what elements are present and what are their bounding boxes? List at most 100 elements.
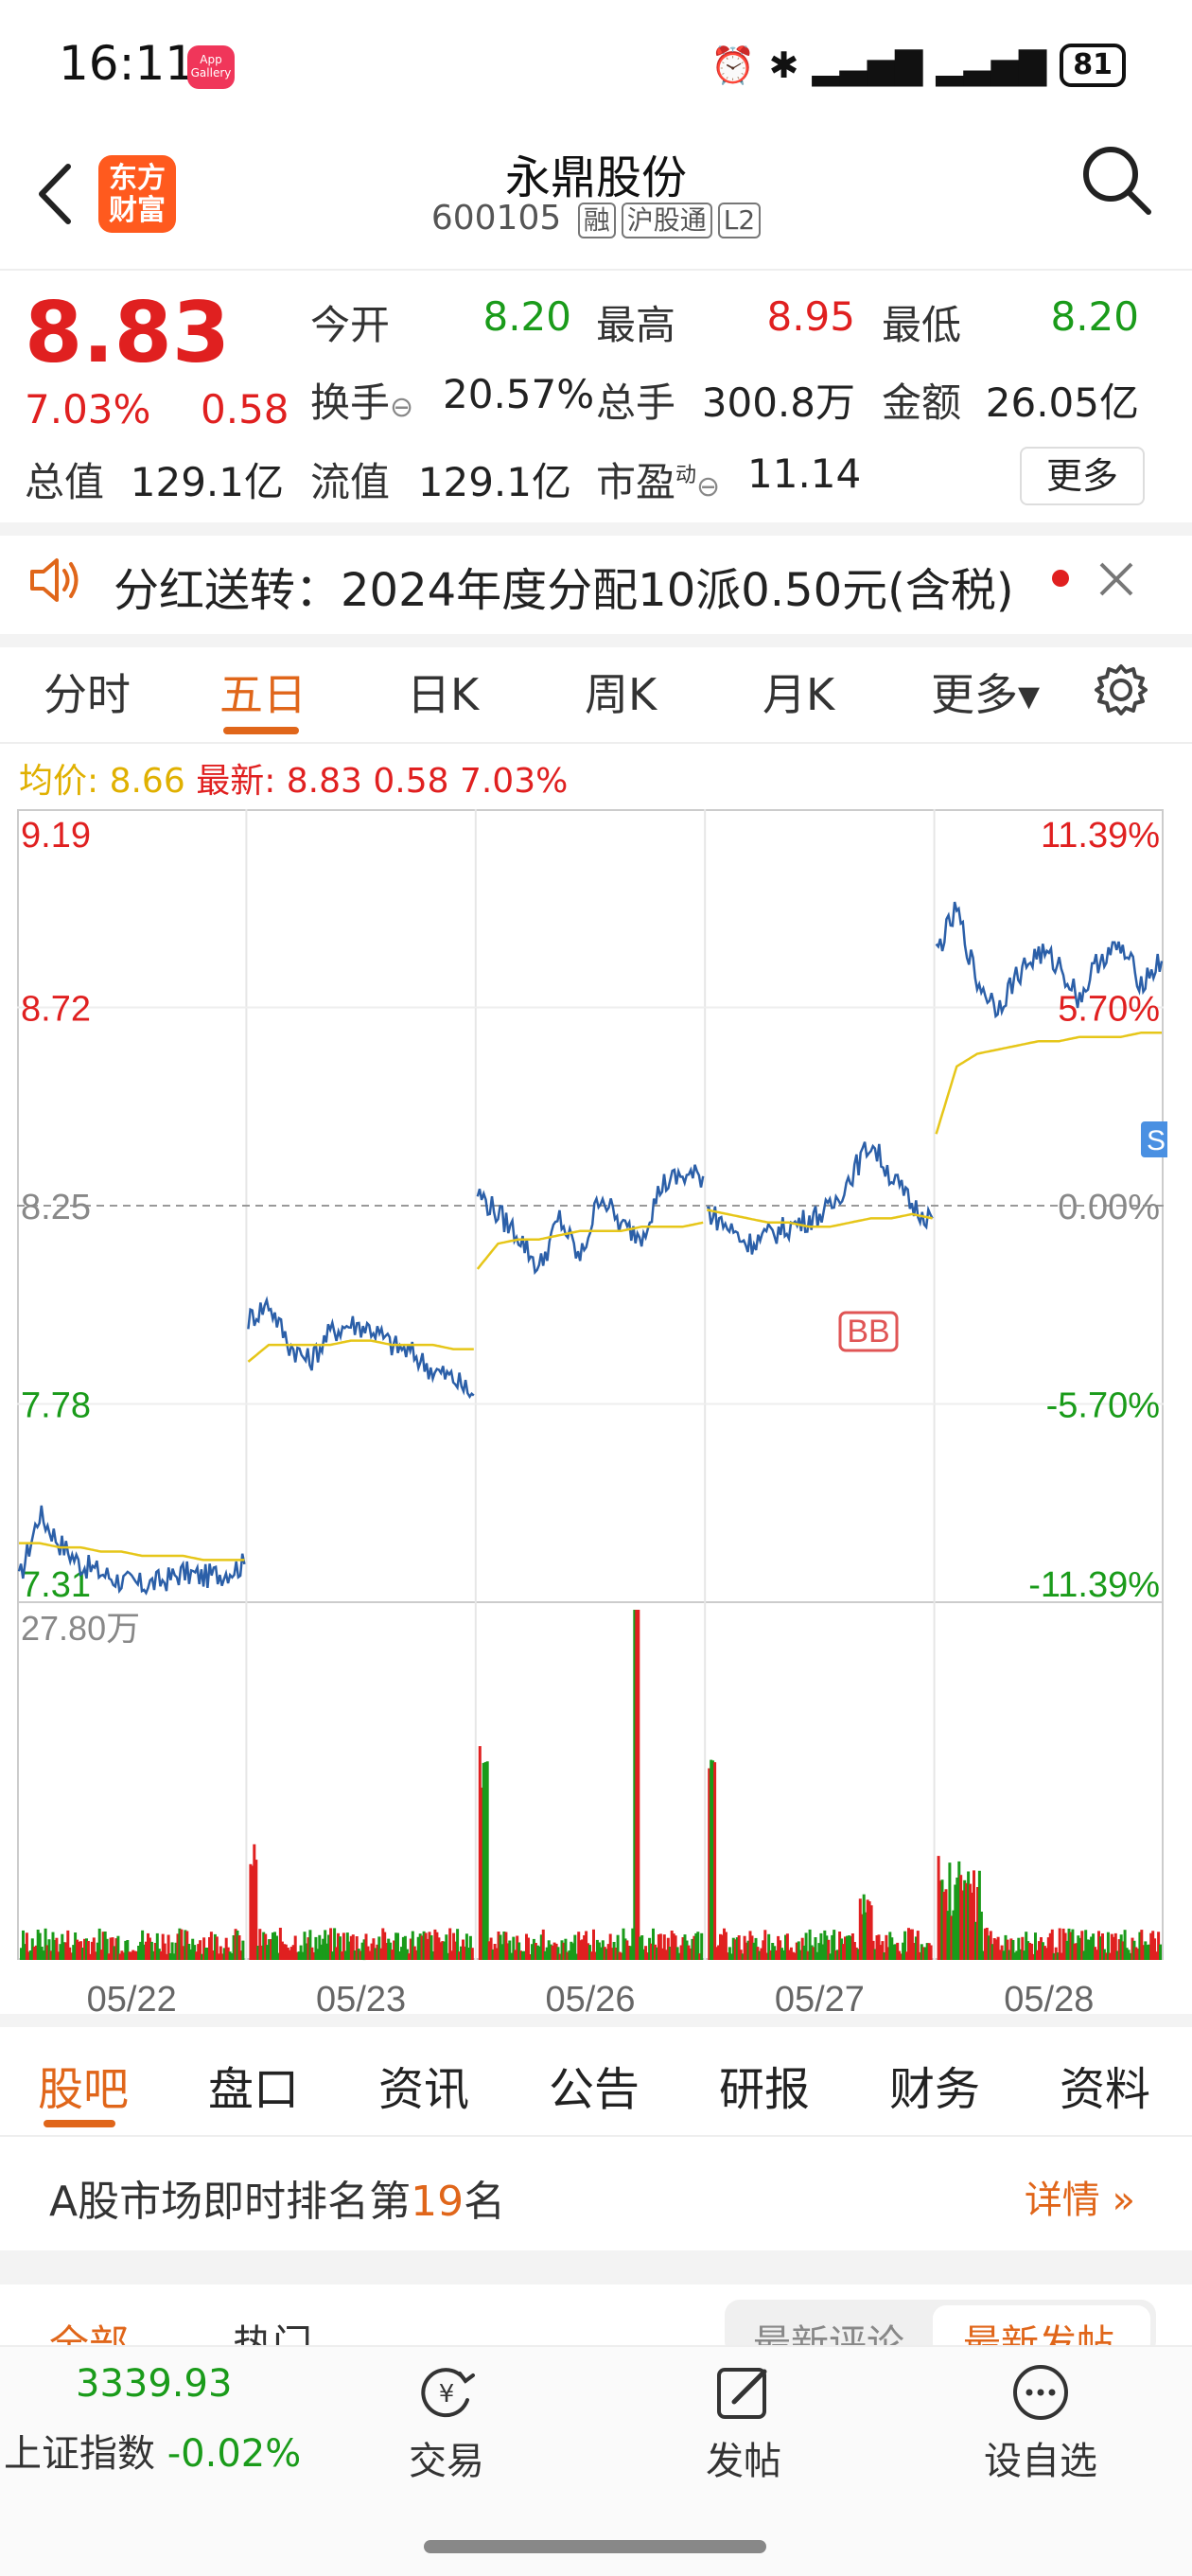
volume-bar — [519, 1950, 523, 1960]
volume-bar — [211, 1950, 215, 1960]
volume-bar — [424, 1932, 428, 1960]
volume-bar — [61, 1933, 64, 1960]
volume-bar — [163, 1943, 167, 1960]
volume-bar — [1149, 1932, 1153, 1960]
volume-bar — [1121, 1941, 1125, 1960]
volume-bar — [737, 1935, 741, 1960]
volume-bar — [182, 1946, 185, 1960]
left-tick-label: 7.78 — [21, 1386, 91, 1426]
volume-bar — [666, 1937, 670, 1960]
volume-bar — [228, 1951, 232, 1960]
tab-profile[interactable]: 资料 — [1060, 2063, 1151, 2116]
info-icon-2[interactable]: ⊖ — [696, 470, 721, 503]
volume-bar — [325, 1943, 329, 1960]
back-arrow-icon[interactable] — [32, 161, 79, 227]
volume-bar — [213, 1933, 217, 1960]
trade-icon[interactable]: ¥ — [416, 2362, 477, 2423]
volume-bar — [629, 1946, 633, 1960]
search-icon[interactable] — [1078, 142, 1154, 218]
eastmoney-logo[interactable]: 东方财富 — [98, 155, 176, 233]
volume-bar — [977, 1870, 981, 1960]
tab-more[interactable]: 更多▾ — [931, 669, 1041, 720]
dividend-notice[interactable]: 分红送转：2024年度分配10派0.50元(含税) — [114, 564, 1014, 617]
volume-bar — [219, 1946, 222, 1960]
volume-bar — [147, 1932, 149, 1960]
volume-bar — [320, 1944, 324, 1960]
volume-bar — [691, 1938, 694, 1960]
volume-value: 300.8万 — [701, 379, 855, 426]
volume-bar — [189, 1950, 193, 1960]
five-day-chart[interactable]: 9.198.728.257.787.3111.39%5.70%0.00%-5.7… — [17, 809, 1167, 2030]
volume-bar — [675, 1947, 679, 1960]
volume-bar — [750, 1935, 754, 1960]
tab-intraday[interactable]: 分时 — [44, 669, 131, 720]
volume-bar — [724, 1932, 727, 1960]
volume-bar — [844, 1936, 847, 1960]
volume-bar — [719, 1933, 722, 1960]
volume-bar — [554, 1943, 558, 1960]
post-label[interactable]: 发帖 — [706, 2440, 781, 2483]
volume-bar — [303, 1932, 307, 1960]
tab-daily-k[interactable]: 日K — [407, 669, 480, 720]
volume-bar — [126, 1940, 130, 1960]
volume-bar — [286, 1948, 289, 1960]
volume-bar — [435, 1932, 439, 1960]
volume-bar — [59, 1944, 62, 1960]
index-value[interactable]: 3339.93 — [76, 2362, 233, 2406]
volume-bar — [547, 1940, 551, 1960]
detail-link[interactable]: 详情 » — [1025, 2169, 1135, 2224]
post-icon[interactable] — [713, 2362, 774, 2423]
volume-bar — [905, 1951, 908, 1960]
volume-bar — [422, 1931, 426, 1960]
volume-bar — [838, 1932, 842, 1960]
tab-five-day[interactable]: 五日 — [219, 669, 307, 720]
volume-bar — [111, 1937, 114, 1960]
app-gallery-label: App Gallery — [190, 53, 232, 79]
volume-bar — [99, 1950, 103, 1960]
volume-bar — [316, 1949, 320, 1960]
close-icon[interactable] — [1097, 560, 1135, 598]
trade-label[interactable]: 交易 — [409, 2440, 484, 2483]
volume-bar — [1019, 1949, 1023, 1960]
volume-bar — [113, 1946, 116, 1960]
tab-research[interactable]: 研报 — [719, 2063, 811, 2116]
volume-bar — [217, 1953, 220, 1960]
right-tick-label: 0.00% — [1058, 1188, 1160, 1227]
more-button[interactable]: 更多 — [1020, 447, 1145, 505]
tab-guba[interactable]: 股吧 — [38, 2063, 130, 2116]
low-value: 8.20 — [1050, 293, 1139, 340]
trade-marker-b: BB — [847, 1314, 889, 1350]
volume-bar — [771, 1943, 775, 1960]
volume-bar — [465, 1933, 468, 1960]
tab-monthly-k[interactable]: 月K — [763, 669, 835, 720]
index-name-line[interactable]: 上证指数 -0.02% — [4, 2423, 301, 2478]
tab-order-book[interactable]: 盘口 — [208, 2063, 300, 2116]
day-label: 05/26 — [545, 1980, 635, 2020]
home-indicator[interactable] — [424, 2540, 766, 2553]
volume-bar — [1125, 1948, 1129, 1960]
turnover-label: 换手⊖ — [310, 371, 413, 429]
volume-bar — [741, 1953, 745, 1960]
volume-bar — [833, 1930, 836, 1960]
volume-bar — [456, 1929, 460, 1960]
add-watchlist-label[interactable]: 设自选 — [984, 2440, 1097, 2483]
volume-bar — [888, 1932, 892, 1960]
volume-bar — [1067, 1928, 1071, 1960]
volume-bar — [1050, 1929, 1054, 1960]
index-name: 上证指数 — [4, 2432, 155, 2476]
volume-bar — [109, 1937, 113, 1960]
volume-bar — [347, 1941, 351, 1960]
volume-bar — [541, 1929, 545, 1960]
volume-bar — [1056, 1952, 1060, 1960]
info-icon[interactable]: ⊖ — [390, 391, 414, 424]
volume-bar — [562, 1942, 566, 1960]
tab-announcements[interactable]: 公告 — [549, 2063, 640, 2116]
tab-weekly-k[interactable]: 周K — [585, 669, 657, 720]
volume-bar — [674, 1935, 677, 1960]
tab-finance[interactable]: 财务 — [889, 2063, 981, 2116]
more-icon[interactable] — [1010, 2362, 1071, 2423]
volume-bar — [1136, 1949, 1140, 1960]
gear-icon[interactable] — [1094, 662, 1148, 717]
tab-news[interactable]: 资讯 — [378, 2063, 470, 2116]
volume-bar — [735, 1937, 739, 1960]
